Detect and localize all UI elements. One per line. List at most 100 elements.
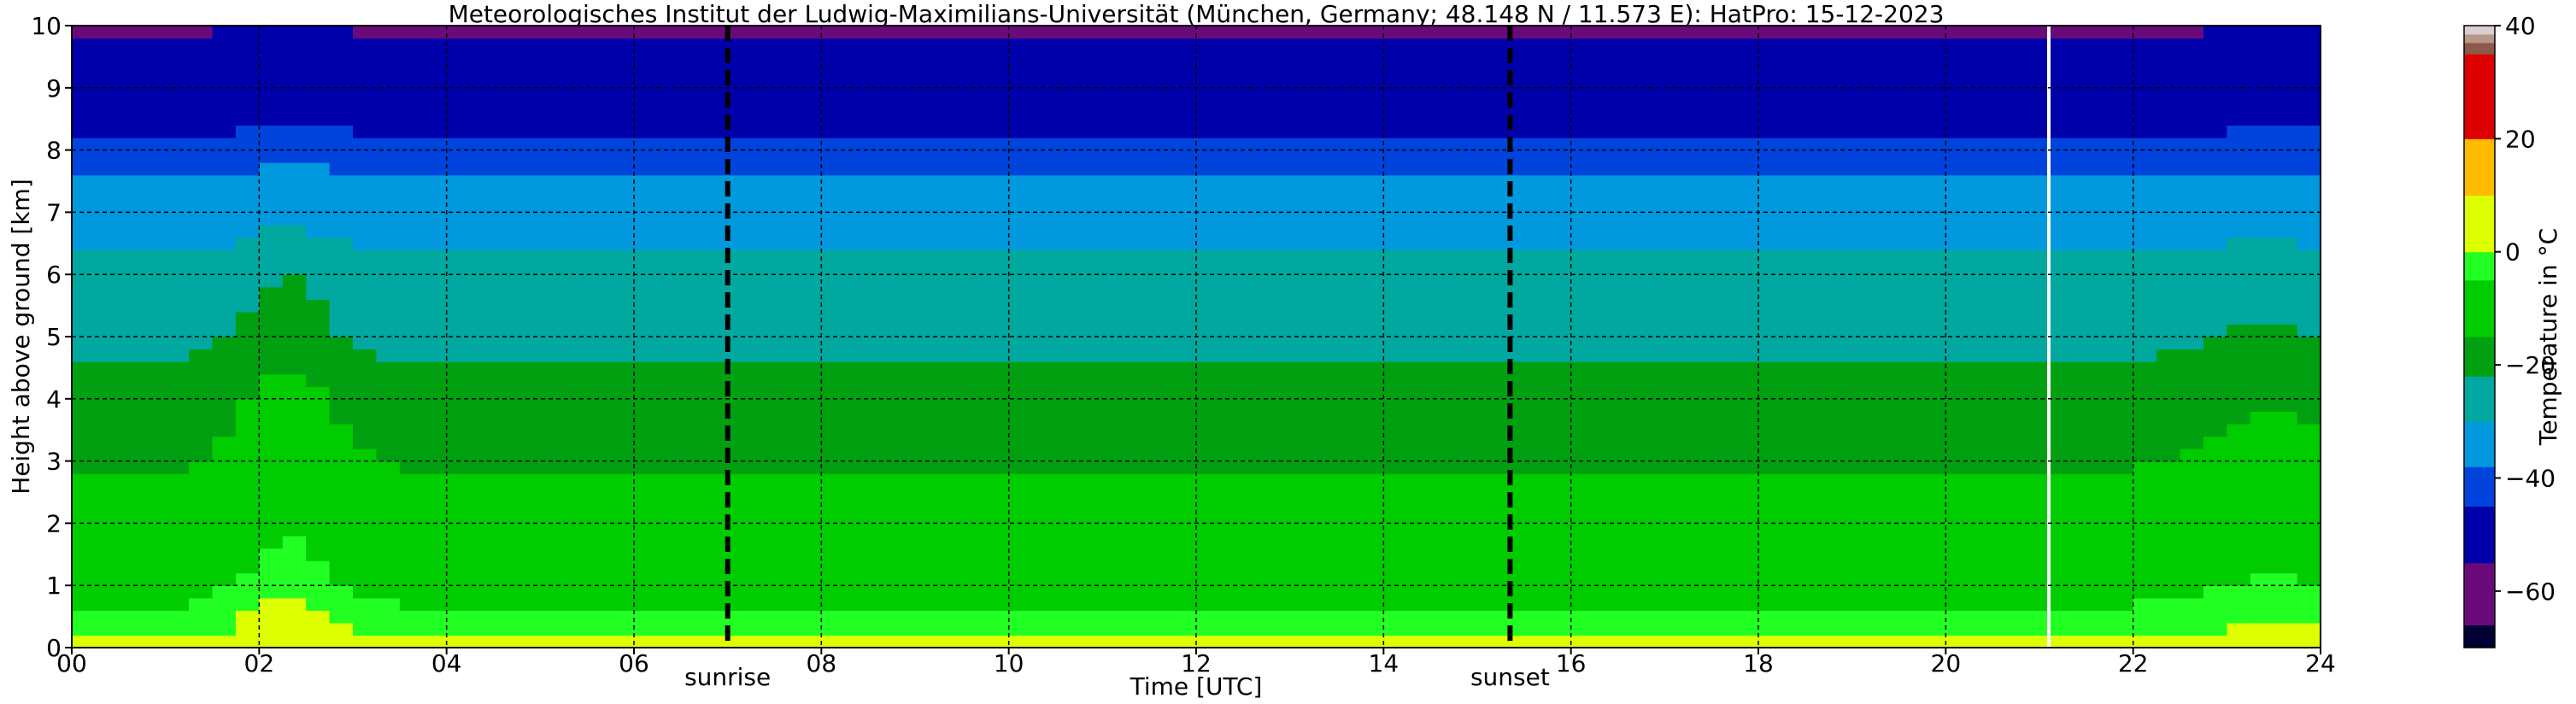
heatmap-cell <box>165 112 190 126</box>
heatmap-cell <box>2039 398 2064 412</box>
heatmap-cell <box>118 386 143 400</box>
heatmap-cell <box>165 324 190 337</box>
heatmap-cell <box>282 261 307 275</box>
heatmap-cell <box>1383 174 1408 188</box>
heatmap-cell <box>306 386 331 400</box>
heatmap-cell <box>1804 224 1829 238</box>
heatmap-cell <box>516 38 541 51</box>
heatmap-cell <box>1196 597 1221 611</box>
heatmap-cell <box>844 610 869 624</box>
heatmap-cell <box>1266 75 1291 89</box>
heatmap-cell <box>2227 560 2251 574</box>
heatmap-cell <box>1570 38 1595 51</box>
heatmap-cell <box>2039 112 2064 126</box>
heatmap-cell <box>2110 423 2134 437</box>
heatmap-cell <box>516 125 541 138</box>
heatmap-cell <box>329 373 354 387</box>
heatmap-cell <box>189 398 214 412</box>
heatmap-cell <box>1453 449 1478 462</box>
heatmap-cell <box>1453 498 1478 512</box>
heatmap-cell <box>2297 311 2321 326</box>
heatmap-cell <box>680 199 705 213</box>
heatmap-cell <box>1664 597 1689 611</box>
heatmap-cell <box>1242 174 1267 188</box>
heatmap-cell <box>95 510 120 524</box>
heatmap-cell <box>1851 162 1876 176</box>
heatmap-cell <box>1055 610 1080 624</box>
heatmap-cell <box>1781 311 1806 326</box>
heatmap-cell <box>1969 423 1993 437</box>
heatmap-cell <box>1149 224 1174 238</box>
heatmap-cell <box>2039 100 2064 114</box>
heatmap-cell <box>2133 75 2157 89</box>
heatmap-cell <box>704 299 729 313</box>
heatmap-cell <box>2203 138 2227 151</box>
heatmap-cell <box>2274 411 2298 425</box>
heatmap-cell <box>1640 610 1665 624</box>
heatmap-cell <box>118 572 143 586</box>
heatmap-cell <box>1477 286 1502 300</box>
heatmap-cell <box>1383 461 1408 474</box>
heatmap-cell <box>1078 125 1103 138</box>
heatmap-cell <box>306 174 331 188</box>
heatmap-cell <box>1383 622 1408 637</box>
heatmap-cell <box>1196 87 1221 101</box>
heatmap-cell <box>657 449 682 462</box>
heatmap-cell <box>1102 498 1127 512</box>
heatmap-cell <box>282 411 307 425</box>
heatmap-cell <box>2156 436 2181 449</box>
heatmap-cell <box>2016 398 2040 412</box>
heatmap-cell <box>1359 112 1384 126</box>
heatmap-cell <box>1547 199 1572 213</box>
heatmap-cell <box>1734 38 1759 51</box>
heatmap-cell <box>118 337 143 350</box>
heatmap-cell <box>353 38 378 51</box>
heatmap-cell <box>2250 423 2274 437</box>
heatmap-cell <box>1594 112 1619 126</box>
heatmap-cell <box>704 535 729 549</box>
heatmap-cell <box>259 585 284 599</box>
heatmap-cell <box>329 162 354 176</box>
heatmap-cell <box>1266 261 1291 275</box>
heatmap-cell <box>423 224 448 238</box>
heatmap-cell <box>1640 286 1665 300</box>
heatmap-cell <box>2039 635 2064 648</box>
heatmap-cell <box>844 112 869 126</box>
heatmap-cell <box>2203 498 2227 512</box>
heatmap-cell <box>95 423 120 437</box>
heatmap-cell <box>72 473 97 487</box>
heatmap-cell <box>1336 212 1361 226</box>
heatmap-cell <box>2203 311 2227 326</box>
heatmap-cell <box>306 138 331 151</box>
heatmap-cell <box>1242 237 1267 250</box>
heatmap-cell <box>2086 174 2110 188</box>
heatmap-cell <box>1547 622 1572 637</box>
heatmap-cell <box>353 138 378 151</box>
heatmap-cell <box>376 597 401 611</box>
heatmap-cell <box>938 274 963 288</box>
heatmap-cell <box>329 449 354 462</box>
heatmap-cell <box>2297 635 2321 648</box>
heatmap-cell <box>540 311 565 326</box>
heatmap-cell <box>2297 548 2321 561</box>
heatmap-cell <box>1500 436 1525 449</box>
heatmap-cell <box>985 150 1010 163</box>
heatmap-cell <box>493 87 518 101</box>
heatmap-cell <box>329 87 354 101</box>
heatmap-cell <box>2180 87 2204 101</box>
heatmap-cell <box>2203 461 2227 474</box>
heatmap-cell <box>1640 26 1665 39</box>
heatmap-cell <box>2133 50 2157 64</box>
heatmap-cell <box>1734 187 1759 201</box>
heatmap-cell <box>1172 461 1197 474</box>
heatmap-cell <box>1640 100 1665 114</box>
heatmap-cell <box>2063 324 2087 337</box>
heatmap-cell <box>72 361 97 375</box>
heatmap-cell <box>1406 449 1431 462</box>
heatmap-cell <box>1969 398 1993 412</box>
heatmap-cell <box>2180 498 2204 512</box>
heatmap-cell <box>1664 510 1689 524</box>
heatmap-cell <box>1781 585 1806 599</box>
heatmap-cell <box>1640 150 1665 163</box>
heatmap-cell <box>1781 299 1806 313</box>
